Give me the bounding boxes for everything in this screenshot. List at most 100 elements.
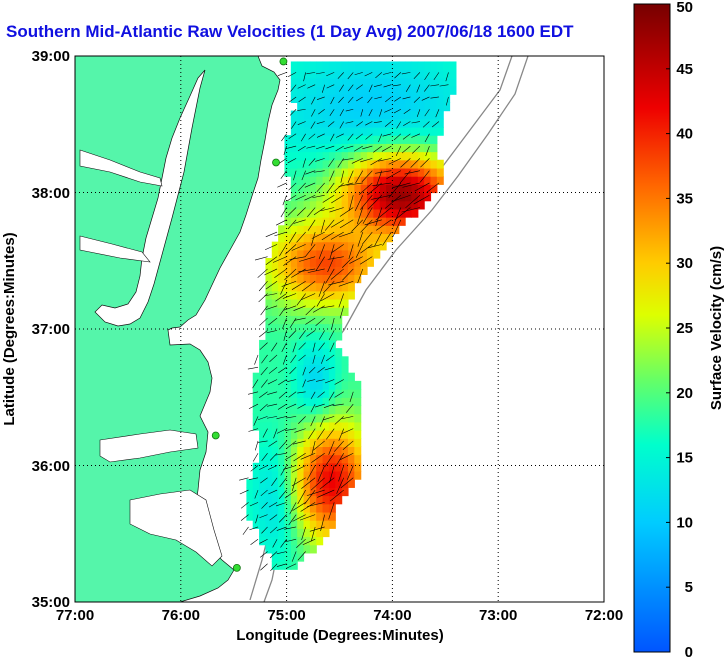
velocity-cell [430, 151, 438, 161]
velocity-vector [378, 133, 383, 143]
velocity-cell [430, 94, 438, 104]
velocity-cell [297, 528, 305, 538]
velocity-cell [265, 479, 273, 488]
velocity-cell [367, 135, 374, 144]
velocity-vector [338, 231, 354, 238]
velocity-cell [392, 135, 400, 144]
velocity-vector [281, 133, 287, 142]
velocity-cell [297, 143, 305, 153]
velocity-cell [354, 430, 362, 439]
velocity-cell [373, 94, 381, 104]
velocity-cell [430, 159, 438, 169]
velocity-cell [417, 77, 425, 87]
velocity-cell [309, 479, 317, 488]
velocity-cell [335, 143, 343, 153]
velocity-cell [297, 118, 305, 128]
velocity-cell [309, 298, 317, 308]
velocity-cell [411, 200, 419, 210]
velocity-cell [322, 298, 330, 308]
velocity-cell [405, 94, 413, 104]
velocity-cell [278, 249, 286, 259]
velocity-cell [278, 487, 286, 497]
velocity-cell [284, 208, 292, 218]
velocity-vector [259, 403, 268, 412]
velocity-vector [271, 477, 278, 486]
velocity-cell [309, 470, 317, 480]
velocity-cell [360, 143, 368, 153]
velocity-vector [264, 293, 278, 297]
velocity-cell [278, 405, 286, 415]
velocity-vector [351, 219, 363, 232]
velocity-cell [290, 143, 298, 153]
velocity-cell [411, 110, 419, 120]
velocity-cell [316, 372, 324, 382]
velocity-cell [347, 225, 355, 235]
velocity-cell [290, 462, 298, 472]
velocity-vector [275, 219, 287, 226]
velocity-cell [430, 126, 438, 136]
velocity-vector [334, 379, 344, 385]
velocity-vector [329, 207, 344, 213]
velocity-vector [279, 244, 287, 257]
velocity-cell [271, 528, 279, 538]
velocity-cell [316, 348, 324, 357]
velocity-vector [410, 158, 421, 168]
colorbar [633, 3, 671, 653]
velocity-cell [335, 487, 343, 497]
velocity-vector [341, 256, 354, 268]
velocity-cell [297, 315, 305, 325]
velocity-cell [278, 307, 286, 316]
velocity-cell [316, 86, 324, 95]
velocity-vector [411, 121, 420, 124]
velocity-vector [252, 453, 259, 462]
velocity-cell [246, 511, 254, 521]
velocity-cell [316, 126, 324, 136]
velocity-vector [297, 403, 306, 409]
velocity-cell [316, 159, 324, 169]
velocity-cell [354, 258, 362, 267]
velocity-cell [405, 69, 413, 79]
velocity-cell [392, 143, 400, 153]
velocity-cell [379, 69, 387, 79]
velocity-vector [290, 354, 297, 364]
velocity-cell [347, 77, 355, 87]
velocity-cell [284, 528, 292, 538]
velocity-vector [315, 403, 325, 408]
velocity-cell [303, 233, 311, 243]
velocity-vector [280, 170, 287, 179]
velocity-cell [265, 372, 273, 382]
velocity-vector [289, 109, 297, 116]
velocity-cell [347, 249, 355, 259]
velocity-vector [239, 477, 249, 481]
velocity-cell [328, 405, 336, 415]
velocity-cell [316, 217, 324, 226]
velocity-vector [341, 428, 354, 435]
velocity-vector [360, 244, 373, 254]
velocity-cell [436, 110, 444, 120]
velocity-cell [297, 258, 305, 267]
velocity-cell [405, 192, 413, 202]
velocity-vector [276, 526, 287, 531]
velocity-cell [328, 266, 336, 275]
velocity-cell [316, 397, 324, 407]
velocity-cell [392, 200, 400, 210]
velocity-vector [430, 96, 439, 99]
velocity-vector [248, 391, 259, 395]
velocity-cell [335, 430, 343, 439]
velocity-cell [309, 511, 317, 521]
velocity-cell [284, 430, 292, 439]
velocity-cell [354, 233, 362, 243]
velocity-vector [340, 452, 354, 460]
velocity-vector [316, 293, 325, 307]
velocity-cell [290, 118, 298, 128]
velocity-cell [386, 176, 393, 185]
velocity-vector [248, 428, 259, 432]
velocity-cell [316, 339, 324, 349]
velocity-cell [328, 184, 336, 194]
velocity-vector [379, 109, 383, 117]
velocity-cell [411, 159, 419, 169]
velocity-cell [392, 61, 400, 71]
velocity-cell [252, 421, 260, 431]
velocity-cell [290, 470, 298, 480]
velocity-cell [335, 61, 343, 71]
